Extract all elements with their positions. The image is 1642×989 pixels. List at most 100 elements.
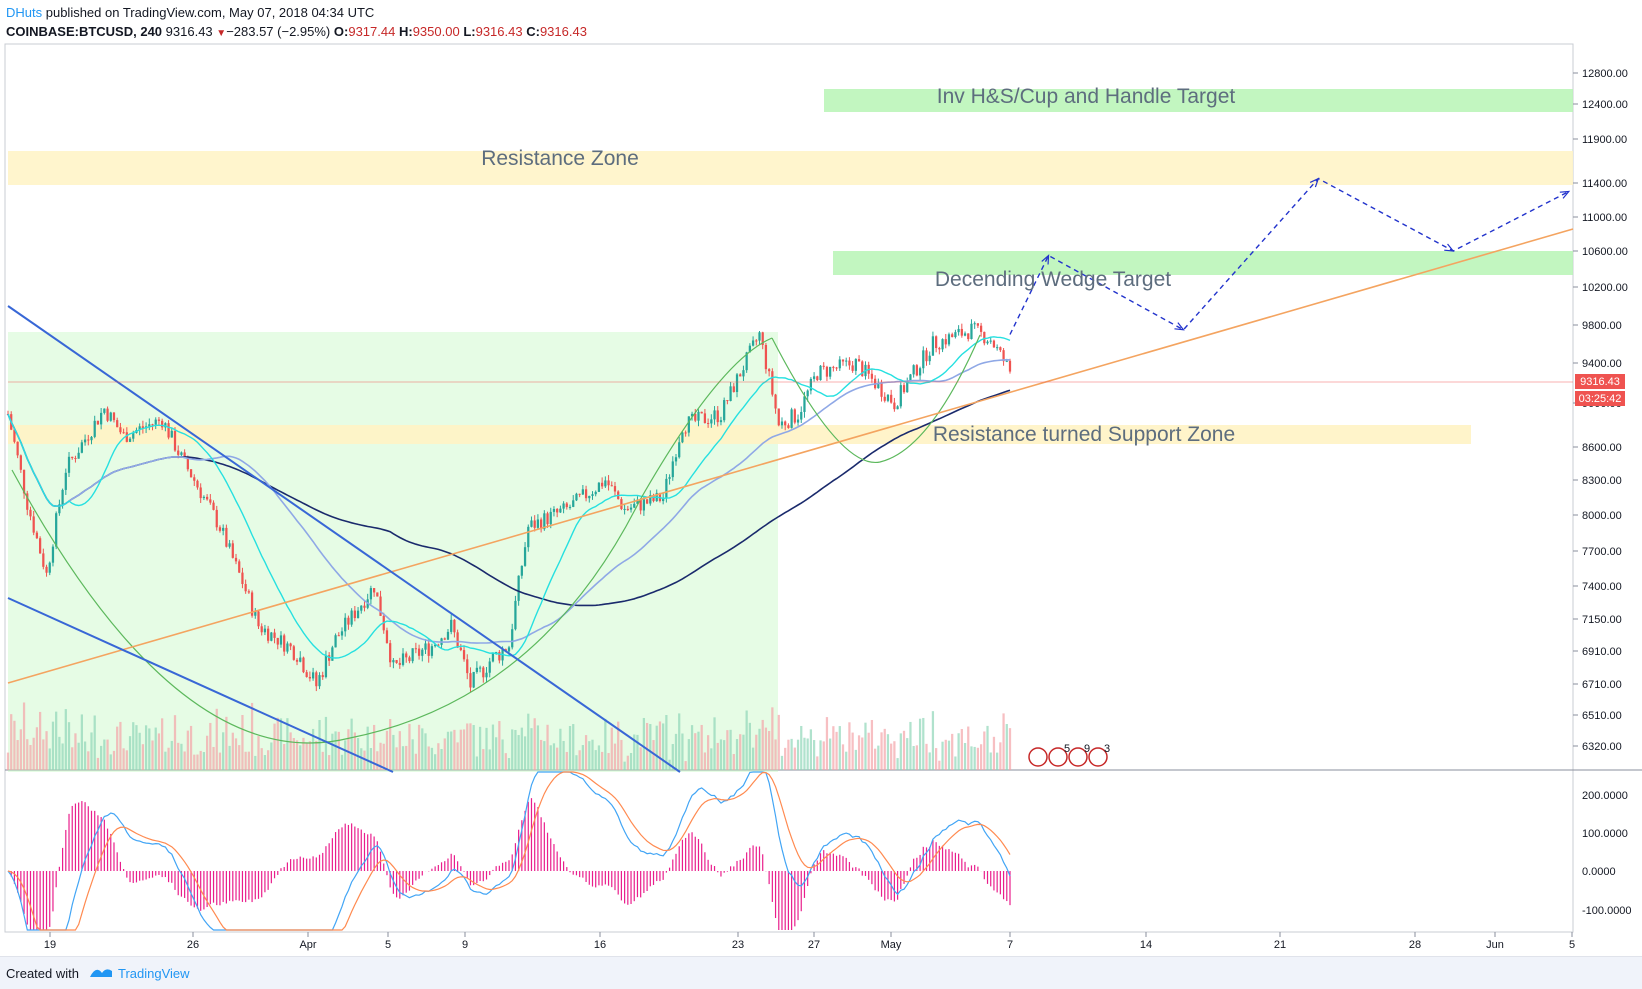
volume-bar: [671, 744, 674, 770]
volume-bar: [247, 751, 250, 770]
volume-bar: [154, 727, 157, 770]
us-flag-icon[interactable]: [1028, 747, 1048, 767]
volume-bar: [244, 751, 247, 770]
candle-body: [758, 332, 761, 341]
volume-bar: [196, 754, 199, 770]
volume-bar: [960, 729, 963, 770]
time-tick-label: 27: [808, 939, 820, 951]
candle-body: [427, 643, 430, 656]
candle-body: [161, 420, 164, 428]
author-link[interactable]: DHuts: [6, 5, 43, 20]
handle-curve: [771, 334, 981, 464]
wedge-upper-line[interactable]: [7, 305, 681, 773]
volume-bar: [498, 721, 501, 770]
publish-line: DHuts published on TradingView.com, May …: [6, 3, 587, 22]
volume-bar: [572, 724, 575, 770]
wedge-lower-line[interactable]: [7, 597, 394, 773]
volume-bar: [835, 731, 838, 770]
volume-bar: [315, 740, 318, 770]
volume-bar: [771, 707, 774, 770]
candle-body: [132, 432, 135, 439]
volume-bar: [385, 730, 389, 770]
price-tick-label: 7400.00: [1582, 581, 1622, 593]
volume-bar: [690, 725, 694, 770]
candle-body: [1002, 350, 1005, 362]
candle-body: [902, 385, 906, 393]
candle-body: [678, 442, 681, 458]
candle-body: [456, 632, 459, 648]
volume-bar: [816, 756, 819, 770]
volume-bar: [822, 741, 825, 770]
candle-body: [283, 635, 286, 652]
ascending-trendline[interactable]: [7, 228, 1574, 684]
candle-body: [857, 359, 861, 362]
candle-body: [308, 676, 312, 679]
candle-body: [434, 644, 437, 647]
volume-bar: [398, 731, 401, 770]
volume-bar: [584, 735, 588, 770]
volume-bar: [726, 730, 729, 770]
candle-body: [710, 419, 713, 424]
volume-bar: [890, 743, 893, 770]
volume-bar: [212, 746, 215, 770]
candle-body: [209, 499, 212, 503]
volume-bar: [938, 760, 941, 770]
candle-body: [620, 499, 623, 510]
volume-bar: [421, 728, 424, 770]
macd-axis[interactable]: 200.0000 100.0000 0.0000 -100.0000: [1582, 790, 1632, 917]
volume-bar: [125, 750, 128, 770]
candle-body: [626, 508, 629, 510]
candle-body: [890, 394, 893, 403]
candle-body: [13, 429, 16, 442]
projection-arrowhead: [1559, 190, 1571, 199]
symbol-label[interactable]: COINBASE:BTCUSD, 240: [6, 24, 163, 39]
volume-bar: [922, 717, 925, 770]
us-flag-icon[interactable]: [1048, 747, 1068, 767]
volume-bar: [681, 733, 684, 770]
tradingview-link[interactable]: TradingView: [118, 966, 190, 981]
volume-bar: [90, 732, 93, 770]
volume-bar: [662, 723, 665, 770]
volume-bar: [742, 734, 745, 770]
price-chart[interactable]: Inv H&S/Cup and Handle Target Resistance…: [0, 0, 1642, 956]
volume-bar: [372, 724, 376, 770]
price-tick-label: 6320.00: [1582, 741, 1622, 753]
candle-body: [154, 419, 157, 425]
volume-bar: [83, 741, 87, 770]
volume-bar: [829, 738, 832, 770]
volume-bar: [517, 735, 520, 770]
candle-body: [584, 489, 588, 499]
volume-bar: [58, 736, 61, 770]
time-axis[interactable]: 19 26 Apr 5 9 16 23 27 May 7 14 21 28 Jun 5: [44, 932, 1575, 951]
volume-bar: [273, 723, 276, 770]
down-arrow-icon: ▼: [216, 28, 227, 39]
event-flags[interactable]: 5 9 3: [1028, 743, 1110, 767]
us-flag-icon[interactable]: [1068, 747, 1088, 767]
candle-body: [812, 376, 816, 379]
candle-body: [983, 331, 986, 344]
candle-body: [822, 365, 825, 367]
candle-body: [546, 513, 549, 525]
us-flag-icon[interactable]: [1088, 747, 1108, 767]
candle-body: [835, 367, 838, 369]
volume-bar: [10, 714, 13, 770]
candle-body: [642, 499, 646, 511]
volume-bar: [337, 731, 340, 770]
candle-body: [119, 427, 122, 433]
candle-body: [751, 340, 755, 346]
open-label: O:: [333, 24, 349, 39]
candle-body: [742, 370, 745, 377]
volume-bar: [295, 740, 299, 770]
volume-bar: [851, 732, 854, 770]
candle-body: [992, 340, 996, 348]
price-axis[interactable]: 12800.00 12400.00 11900.00 11400.00 11000.00…: [1573, 68, 1628, 753]
volume-bar: [594, 750, 597, 770]
candle-body: [385, 630, 389, 644]
volume-bar: [604, 718, 607, 770]
candle-body: [324, 655, 328, 678]
volume-bar: [935, 748, 938, 770]
volume-bar: [48, 748, 51, 770]
candle-body: [671, 461, 674, 478]
time-tick-label: Apr: [299, 939, 316, 951]
tradingview-logo-icon[interactable]: [88, 963, 114, 981]
